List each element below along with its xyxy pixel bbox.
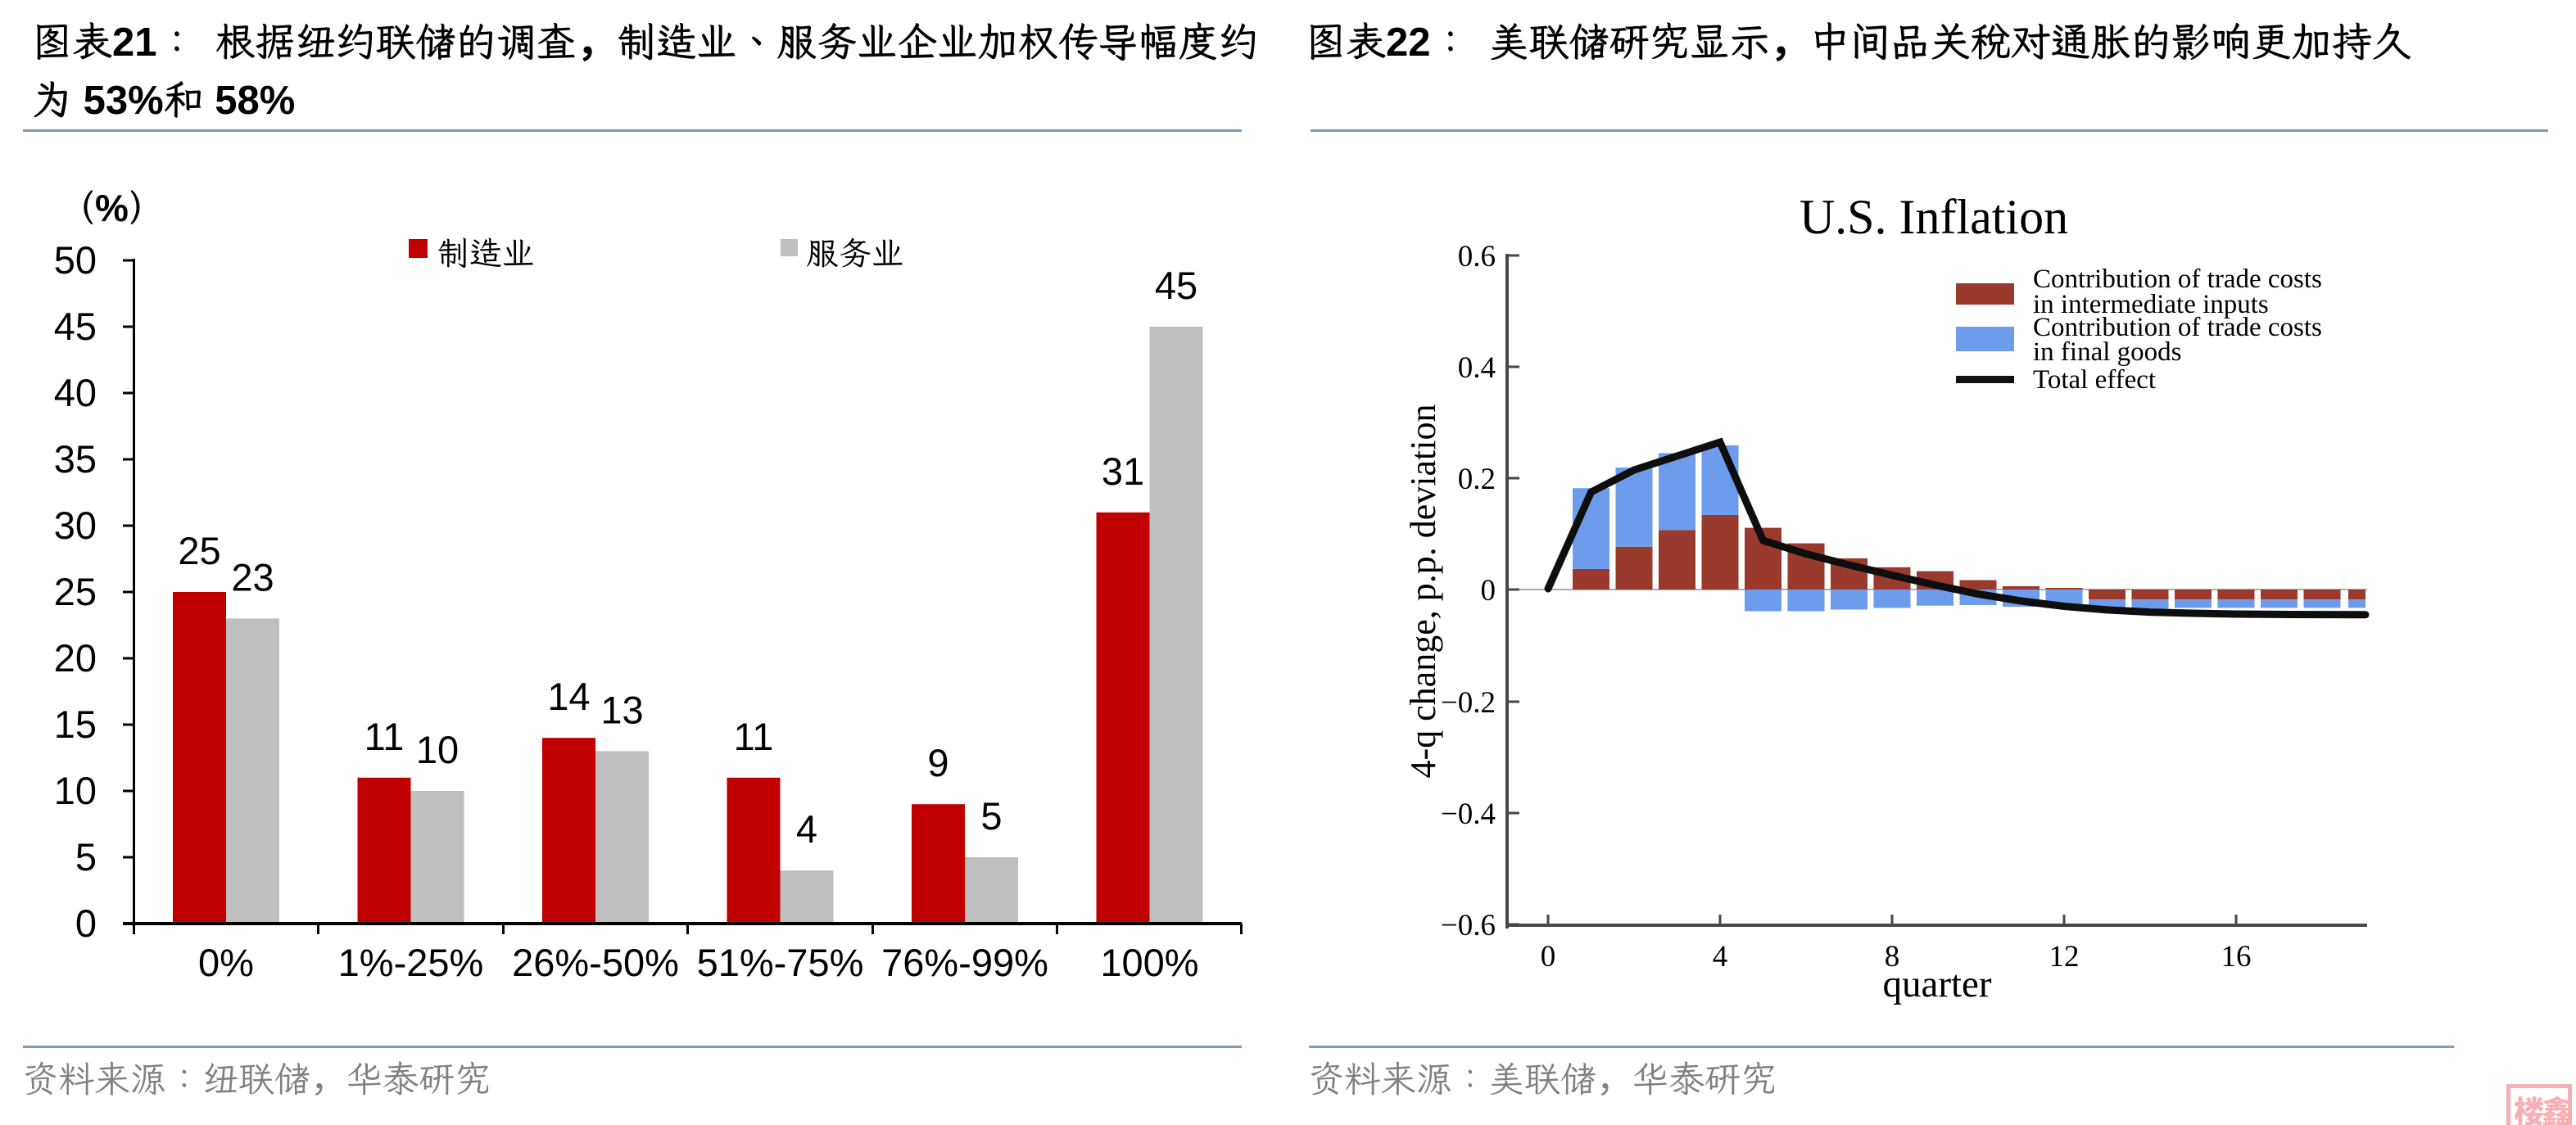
svg-text:0: 0 <box>1541 940 1556 974</box>
svg-text:in final goods: in final goods <box>2033 337 2181 367</box>
svg-text:0.2: 0.2 <box>1458 463 1496 496</box>
svg-text:31: 31 <box>1102 450 1144 493</box>
svg-text:20: 20 <box>54 636 97 680</box>
svg-text:25: 25 <box>54 570 97 613</box>
svg-text:35: 35 <box>54 437 97 481</box>
svg-text:76%-99%: 76%-99% <box>881 941 1048 984</box>
svg-text:25: 25 <box>178 529 220 572</box>
svg-text:U.S. Inflation: U.S. Inflation <box>1800 190 2068 244</box>
svg-text:5: 5 <box>980 794 1002 838</box>
svg-text:0: 0 <box>75 901 97 945</box>
svg-text:1%-25%: 1%-25% <box>338 941 484 984</box>
svg-text:quarter: quarter <box>1882 963 1991 1005</box>
svg-text:45: 45 <box>1155 264 1197 307</box>
svg-text:0.6: 0.6 <box>1458 240 1496 273</box>
svg-text:10: 10 <box>416 728 459 771</box>
svg-text:51%-75%: 51%-75% <box>697 941 864 984</box>
svg-text:4: 4 <box>796 807 817 851</box>
svg-text:26%-50%: 26%-50% <box>512 941 679 984</box>
svg-text:11: 11 <box>734 715 774 758</box>
svg-text:11: 11 <box>364 715 405 758</box>
svg-text:4: 4 <box>1713 940 1728 974</box>
svg-text:9: 9 <box>927 741 948 784</box>
svg-text:0: 0 <box>1481 574 1496 608</box>
svg-text:8: 8 <box>1885 940 1900 974</box>
svg-text:30: 30 <box>54 504 97 547</box>
svg-text:16: 16 <box>2221 940 2252 974</box>
svg-text:0%: 0% <box>198 941 254 984</box>
svg-text:制造业: 制造业 <box>437 236 535 272</box>
svg-text:−0.2: −0.2 <box>1441 686 1496 720</box>
svg-text:Total effect: Total effect <box>2033 365 2156 395</box>
svg-text:服务业: 服务业 <box>806 236 904 272</box>
svg-text:−0.4: −0.4 <box>1441 797 1496 831</box>
svg-text:14: 14 <box>547 675 590 718</box>
svg-text:in intermediate inputs: in intermediate inputs <box>2033 290 2269 319</box>
svg-text:100%: 100% <box>1100 941 1198 984</box>
svg-text:12: 12 <box>2049 940 2080 974</box>
svg-text:Contribution of trade costs: Contribution of trade costs <box>2033 264 2322 294</box>
svg-text:Contribution of trade costs: Contribution of trade costs <box>2033 313 2322 342</box>
svg-text:40: 40 <box>54 371 97 414</box>
svg-text:15: 15 <box>54 703 97 746</box>
svg-text:23: 23 <box>231 555 274 599</box>
svg-text:10: 10 <box>54 769 97 812</box>
svg-text:45: 45 <box>54 305 97 348</box>
svg-text:50: 50 <box>54 238 97 282</box>
svg-text:−0.6: −0.6 <box>1441 909 1496 942</box>
svg-text:0.4: 0.4 <box>1458 351 1496 385</box>
svg-text:5: 5 <box>75 835 97 879</box>
svg-text:（%）: （%） <box>57 187 166 229</box>
svg-text:13: 13 <box>600 688 643 731</box>
svg-text:4-q change, p.p. deviation: 4-q change, p.p. deviation <box>1403 404 1443 779</box>
